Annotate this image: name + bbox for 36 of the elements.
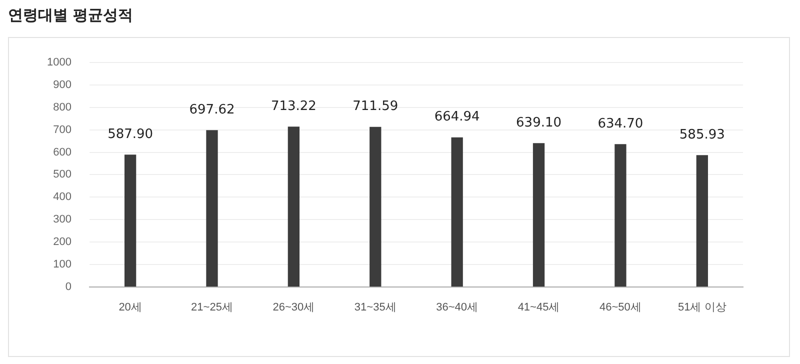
x-tick-label: 41~45세 (518, 301, 560, 314)
bar (206, 130, 218, 287)
data-label: 664.94 (434, 110, 480, 125)
y-tick-label: 600 (53, 146, 72, 158)
x-tick-label: 20세 (118, 301, 142, 314)
chart-title: 연령대별 평균성적 (8, 6, 134, 25)
y-tick-label: 300 (53, 214, 72, 226)
data-label: 713.22 (270, 98, 316, 114)
x-tick-label: 31~35세 (354, 301, 396, 314)
y-tick-label: 0 (65, 280, 72, 293)
data-label: 634.70 (598, 116, 644, 132)
y-tick-label: 400 (53, 191, 72, 204)
bar (614, 144, 626, 287)
x-tick-label: 46~50세 (600, 301, 642, 314)
data-label: 587.90 (108, 126, 154, 142)
x-tick-label: 36~40세 (436, 301, 478, 314)
bar (532, 143, 545, 287)
y-tick-label: 700 (53, 124, 72, 136)
x-tick-label: 21~25세 (191, 301, 233, 314)
bar (370, 126, 382, 287)
x-tick-label: 26~30세 (272, 301, 315, 314)
data-label: 711.59 (352, 99, 398, 114)
bar (451, 137, 463, 287)
y-tick-label: 200 (53, 236, 72, 248)
y-tick-label: 500 (53, 168, 72, 181)
bar (288, 126, 300, 287)
y-tick-label: 1000 (46, 56, 72, 69)
y-tick-label: 900 (53, 79, 72, 92)
data-label: 697.62 (189, 102, 235, 118)
bar (124, 154, 136, 287)
y-tick-label: 100 (53, 258, 72, 270)
x-tick-label: 51세 이상 (678, 301, 726, 314)
data-label: 639.10 (516, 115, 562, 130)
data-label: 585.93 (679, 127, 725, 142)
bar (696, 155, 708, 287)
y-tick-label: 800 (53, 101, 72, 114)
